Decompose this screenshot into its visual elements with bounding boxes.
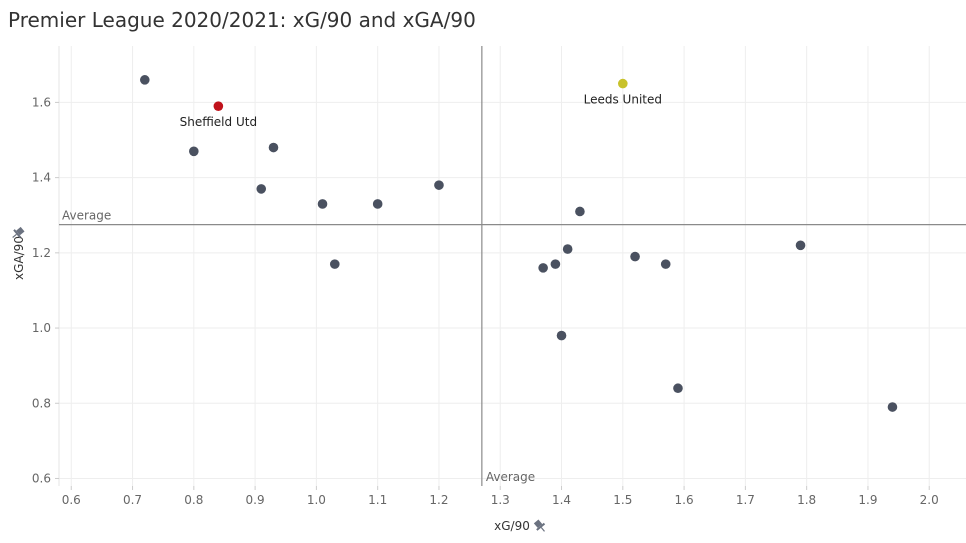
- point-labels: Sheffield Utd Leeds United: [180, 93, 662, 130]
- team-point[interactable]: [268, 142, 279, 153]
- y-axis-label: xGA/90: [12, 236, 26, 280]
- x-tick-label: 1.8: [797, 493, 816, 507]
- team-point[interactable]: [550, 259, 561, 269]
- x-axis-label: xG/90: [494, 519, 530, 533]
- x-tick-label: 1.1: [368, 493, 387, 507]
- y-tick-label: 0.8: [32, 396, 51, 410]
- x-tick-label: 0.9: [246, 493, 265, 507]
- x-tick-label: 0.8: [184, 493, 203, 507]
- x-tick-label: 1.4: [552, 493, 571, 507]
- team-point-leeds-united[interactable]: [618, 78, 628, 89]
- team-point[interactable]: [887, 402, 898, 412]
- team-point-sheffield-utd[interactable]: [213, 101, 224, 111]
- x-tick-label: 0.7: [123, 493, 142, 507]
- team-point[interactable]: [630, 251, 640, 262]
- team-point[interactable]: [562, 244, 573, 254]
- team-point[interactable]: [139, 75, 150, 85]
- team-point[interactable]: [660, 259, 671, 269]
- x-tick-label: 1.0: [307, 493, 326, 507]
- y-axis-pin-icon[interactable]: [9, 225, 25, 241]
- team-point[interactable]: [795, 240, 806, 251]
- x-tick-label: 0.6: [62, 493, 81, 507]
- y-tick-label: 1.2: [32, 246, 51, 260]
- y-axis-ticks: 0.6 0.8 1.0 1.2 1.4 1.6: [32, 95, 59, 485]
- y-average-label: Average: [62, 209, 111, 223]
- point-label: Sheffield Utd: [180, 115, 257, 129]
- x-tick-label: 1.3: [491, 493, 510, 507]
- team-point[interactable]: [575, 206, 585, 217]
- y-tick-label: 1.4: [32, 171, 51, 185]
- team-point[interactable]: [372, 199, 383, 209]
- team-point[interactable]: [256, 184, 267, 194]
- data-points: [139, 75, 898, 412]
- team-point[interactable]: [317, 199, 328, 209]
- grid: [58, 46, 966, 486]
- team-point[interactable]: [538, 263, 548, 273]
- x-tick-label: 1.6: [675, 493, 694, 507]
- team-point[interactable]: [329, 259, 340, 269]
- y-tick-label: 1.6: [32, 95, 51, 109]
- x-axis-ticks: 0.6 0.7 0.8 0.9 1.0 1.1 1.2 1.3 1.4 1.5 1.6 1.7 1.8 1…: [62, 486, 939, 507]
- team-point[interactable]: [556, 330, 567, 341]
- y-tick-label: 0.6: [32, 471, 51, 485]
- chart-title: Premier League 2020/2021: xG/90 and xGA/…: [8, 8, 476, 32]
- x-tick-label: 1.5: [613, 493, 632, 507]
- team-point[interactable]: [434, 180, 444, 190]
- x-tick-label: 1.9: [858, 493, 877, 507]
- y-tick-label: 1.0: [32, 321, 51, 335]
- x-tick-label: 2.0: [920, 493, 939, 507]
- reference-lines: Average Average: [59, 46, 966, 486]
- x-tick-label: 1.7: [736, 493, 755, 507]
- team-point[interactable]: [673, 383, 683, 394]
- x-axis-pin-icon[interactable]: [532, 518, 548, 534]
- x-tick-label: 1.2: [429, 493, 448, 507]
- team-point[interactable]: [189, 146, 199, 157]
- point-label: Leeds United: [584, 93, 662, 107]
- x-average-label: Average: [486, 470, 535, 484]
